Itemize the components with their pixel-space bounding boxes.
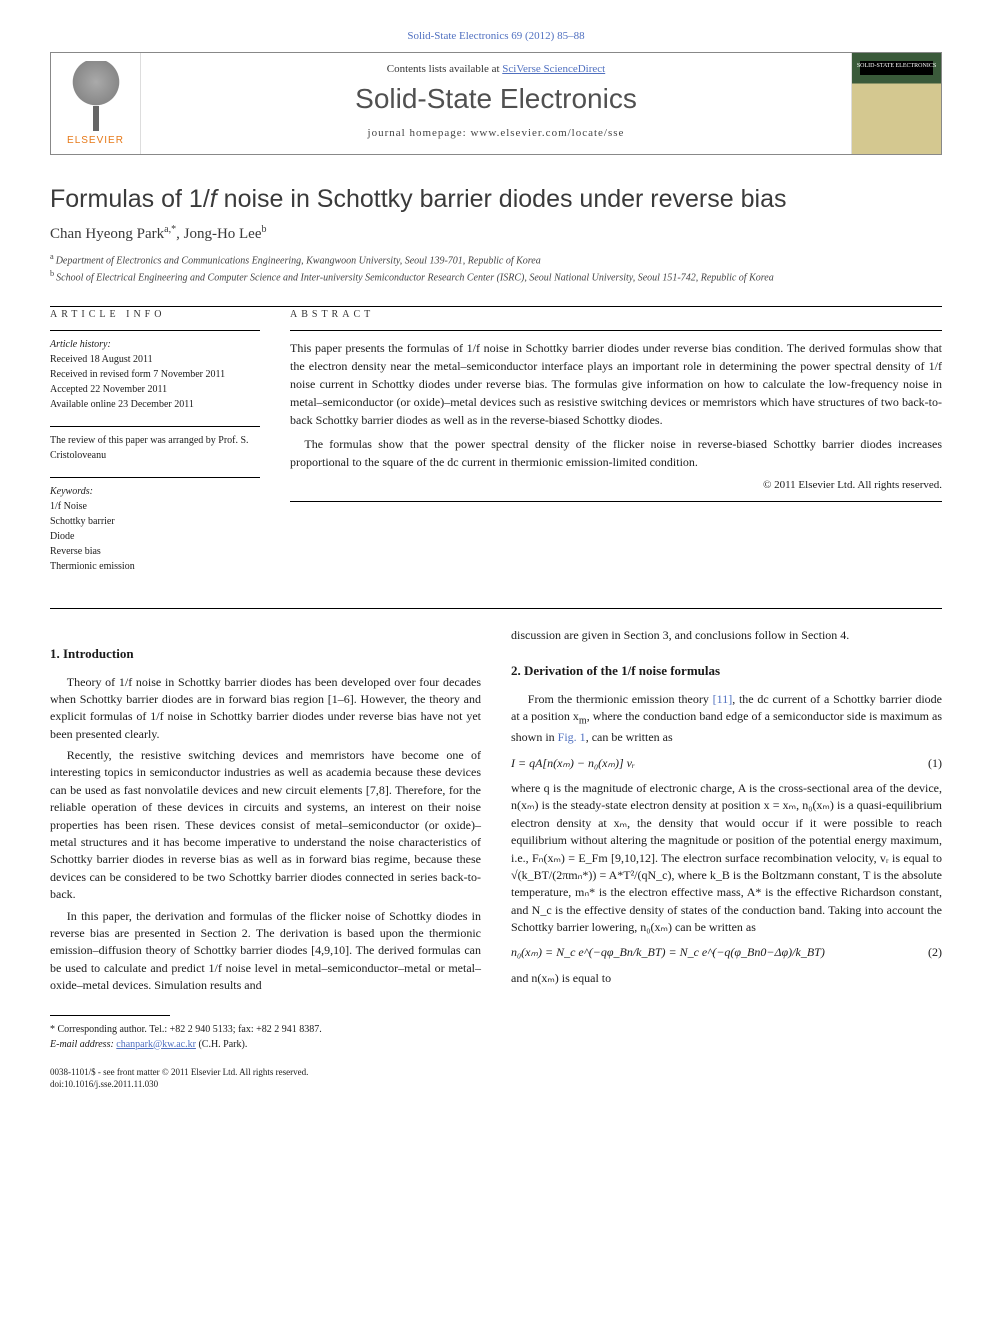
affiliation-a: aDepartment of Electronics and Communica… bbox=[50, 251, 942, 268]
intro-p1: Theory of 1/f noise in Schottky barrier … bbox=[50, 674, 481, 744]
aff-a-text: Department of Electronics and Communicat… bbox=[56, 255, 541, 266]
abstract-column: abstract This paper presents the formula… bbox=[290, 307, 942, 588]
abstract-p2: The formulas show that the power spectra… bbox=[290, 435, 942, 471]
footnote-corresponding: Corresponding author. Tel.: +82 2 940 51… bbox=[55, 1024, 322, 1035]
keyword-4: Thermionic emission bbox=[50, 559, 260, 574]
article-title: Formulas of 1/f noise in Schottky barrie… bbox=[50, 185, 942, 214]
equation-2-num: (2) bbox=[928, 944, 942, 961]
section-1-heading: 1. Introduction bbox=[50, 645, 481, 664]
deriv-p1: From the thermionic emission theory [11]… bbox=[511, 691, 942, 747]
equation-1: I = qA[n(xₘ) − n₀(xₘ)] vᵣ bbox=[511, 755, 635, 772]
history-3: Available online 23 December 2011 bbox=[50, 397, 260, 412]
equation-2-row: n₀(xₘ) = N_c e^(−qφ_Bn/k_BT) = N_c e^(−q… bbox=[511, 944, 942, 961]
title-f: f bbox=[210, 185, 217, 213]
cover-label: SOLID-STATE ELECTRONICS bbox=[852, 63, 941, 69]
body-columns: 1. Introduction Theory of 1/f noise in S… bbox=[50, 627, 942, 1091]
right-column: discussion are given in Section 3, and c… bbox=[511, 627, 942, 1091]
footnote-email-label: E-mail address: bbox=[50, 1039, 116, 1050]
abstract-text: This paper presents the formulas of 1/f … bbox=[290, 339, 942, 471]
copyright: © 2011 Elsevier Ltd. All rights reserved… bbox=[290, 477, 942, 494]
elsevier-text: ELSEVIER bbox=[67, 135, 124, 146]
front-matter: 0038-1101/$ - see front matter © 2011 El… bbox=[50, 1066, 481, 1079]
contents-line: Contents lists available at SciVerse Sci… bbox=[151, 63, 841, 75]
authors: Chan Hyeong Parka,*, Jong-Ho Leeb bbox=[50, 224, 942, 243]
author-2-sup: b bbox=[262, 224, 267, 235]
meta-row: article info Article history: Received 1… bbox=[50, 307, 942, 588]
affiliations: aDepartment of Electronics and Communica… bbox=[50, 251, 942, 286]
deriv-p3: and n(xₘ) is equal to bbox=[511, 970, 942, 987]
journal-homepage: journal homepage: www.elsevier.com/locat… bbox=[151, 127, 841, 139]
deriv-p2: where q is the magnitude of electronic c… bbox=[511, 780, 942, 937]
article-info-column: article info Article history: Received 1… bbox=[50, 307, 260, 588]
intro-cont: discussion are given in Section 3, and c… bbox=[511, 627, 942, 644]
article-info-label: article info bbox=[50, 307, 260, 322]
header-center: Contents lists available at SciVerse Sci… bbox=[141, 53, 851, 154]
elsevier-logo: ELSEVIER bbox=[51, 53, 141, 154]
aff-b-text: School of Electrical Engineering and Com… bbox=[56, 273, 774, 284]
history-2: Accepted 22 November 2011 bbox=[50, 382, 260, 397]
deriv-p1-pre: From the thermionic emission theory bbox=[528, 692, 713, 706]
ref-11[interactable]: [11] bbox=[713, 692, 733, 706]
bottom-meta: 0038-1101/$ - see front matter © 2011 El… bbox=[50, 1066, 481, 1091]
history-0: Received 18 August 2011 bbox=[50, 352, 260, 367]
author-1-sup: a,* bbox=[164, 224, 176, 235]
aff-a-sup: a bbox=[50, 252, 54, 261]
deriv-p1-end: , can be written as bbox=[586, 730, 673, 744]
history-label: Article history: bbox=[50, 337, 260, 352]
footnote: * Corresponding author. Tel.: +82 2 940 … bbox=[50, 1022, 481, 1052]
affiliation-b: bSchool of Electrical Engineering and Co… bbox=[50, 268, 942, 285]
contents-prefix: Contents lists available at bbox=[387, 63, 502, 75]
article-history: Article history: Received 18 August 2011… bbox=[50, 330, 260, 412]
abstract-label: abstract bbox=[290, 307, 942, 322]
journal-name: Solid-State Electronics bbox=[151, 83, 841, 115]
homepage-url[interactable]: www.elsevier.com/locate/sse bbox=[470, 127, 624, 139]
keyword-3: Reverse bias bbox=[50, 544, 260, 559]
fig-1-link[interactable]: Fig. 1 bbox=[558, 730, 586, 744]
equation-2: n₀(xₘ) = N_c e^(−qφ_Bn/k_BT) = N_c e^(−q… bbox=[511, 944, 825, 961]
review-note-text: The review of this paper was arranged by… bbox=[50, 433, 260, 463]
footnote-email-suffix: (C.H. Park). bbox=[196, 1039, 247, 1050]
journal-header: ELSEVIER Contents lists available at Sci… bbox=[50, 52, 942, 155]
title-post: noise in Schottky barrier diodes under r… bbox=[217, 185, 787, 213]
history-1: Received in revised form 7 November 2011 bbox=[50, 367, 260, 382]
divider-2 bbox=[50, 608, 942, 609]
elsevier-tree-icon bbox=[66, 61, 126, 131]
footnote-separator bbox=[50, 1015, 170, 1016]
keyword-0: 1/f Noise bbox=[50, 499, 260, 514]
author-1: Chan Hyeong Park bbox=[50, 226, 164, 242]
equation-1-num: (1) bbox=[928, 755, 942, 772]
intro-p3: In this paper, the derivation and formul… bbox=[50, 908, 481, 995]
aff-b-sup: b bbox=[50, 269, 54, 278]
journal-cover-thumb: SOLID-STATE ELECTRONICS bbox=[851, 53, 941, 154]
keyword-1: Schottky barrier bbox=[50, 514, 260, 529]
keywords-block: Keywords: 1/f Noise Schottky barrier Dio… bbox=[50, 477, 260, 574]
deriv-p1-sub: m bbox=[579, 716, 587, 727]
intro-p2: Recently, the resistive switching device… bbox=[50, 747, 481, 904]
author-sep: , Jong-Ho Lee bbox=[176, 226, 261, 242]
section-2-heading: 2. Derivation of the 1/f noise formulas bbox=[511, 662, 942, 681]
equation-1-row: I = qA[n(xₘ) − n₀(xₘ)] vᵣ (1) bbox=[511, 755, 942, 772]
abstract-p1: This paper presents the formulas of 1/f … bbox=[290, 339, 942, 429]
sciencedirect-link[interactable]: SciVerse ScienceDirect bbox=[502, 63, 605, 75]
title-pre: Formulas of 1/ bbox=[50, 185, 210, 213]
keyword-2: Diode bbox=[50, 529, 260, 544]
footnote-email-link[interactable]: chanpark@kw.ac.kr bbox=[116, 1039, 196, 1050]
doi-line: doi:10.1016/j.sse.2011.11.030 bbox=[50, 1078, 481, 1091]
homepage-prefix: journal homepage: bbox=[368, 127, 471, 139]
keywords-label: Keywords: bbox=[50, 484, 260, 499]
journal-issue-link[interactable]: Solid-State Electronics 69 (2012) 85–88 bbox=[50, 30, 942, 42]
review-note: The review of this paper was arranged by… bbox=[50, 426, 260, 463]
left-column: 1. Introduction Theory of 1/f noise in S… bbox=[50, 627, 481, 1091]
